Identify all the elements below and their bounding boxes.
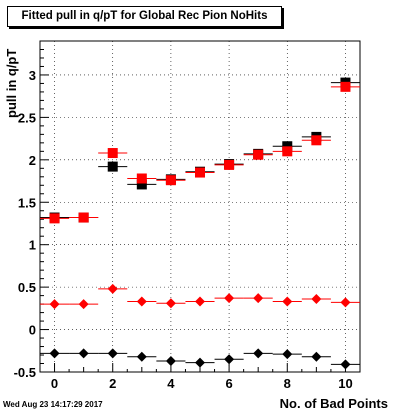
x-tick-label: 0 xyxy=(51,376,58,391)
data-point-diamond xyxy=(253,348,264,359)
data-point-diamond xyxy=(282,296,293,307)
data-point-square xyxy=(78,212,89,223)
data-point-square xyxy=(107,148,118,159)
data-point-diamond xyxy=(340,359,351,370)
data-point-square xyxy=(282,141,293,152)
data-point-diamond xyxy=(224,293,235,304)
data-point-diamond xyxy=(136,351,147,362)
data-point-square xyxy=(136,173,147,184)
data-point-square xyxy=(165,175,176,186)
data-point-square xyxy=(253,149,264,160)
data-point-square xyxy=(195,167,205,178)
data-point-diamond xyxy=(107,283,118,294)
data-point-square xyxy=(311,135,322,146)
y-tick-label: 2.5 xyxy=(18,110,36,125)
y-tick-label: 3 xyxy=(29,68,36,83)
data-point-diamond xyxy=(136,296,147,307)
x-tick-label: 10 xyxy=(338,376,352,391)
data-point-diamond xyxy=(340,297,351,308)
data-point-diamond xyxy=(253,293,264,304)
data-point-square xyxy=(49,213,60,224)
chart-title: Fitted pull in q/pT for Global Rec Pion … xyxy=(7,6,282,27)
data-point-square xyxy=(282,146,293,157)
x-tick-label: 2 xyxy=(109,376,116,391)
data-point-diamond xyxy=(165,298,176,309)
data-point-diamond xyxy=(107,348,118,359)
data-point-diamond xyxy=(311,351,322,362)
x-tick-label: 8 xyxy=(284,376,291,391)
data-point-square xyxy=(107,161,118,172)
y-tick-label: 0 xyxy=(29,323,36,338)
data-point-square xyxy=(340,81,351,92)
data-point-square xyxy=(224,159,235,170)
y-axis-label: pull in q/pT xyxy=(4,48,19,118)
data-point-diamond xyxy=(195,296,205,307)
y-tick-label: 0.5 xyxy=(18,280,36,295)
data-point-diamond xyxy=(49,348,60,359)
data-point-diamond xyxy=(224,354,235,365)
y-tick-label: 1.5 xyxy=(18,195,36,210)
y-tick-label: 1 xyxy=(29,238,36,253)
timestamp: Wed Aug 23 14:17:29 2017 xyxy=(3,400,103,409)
data-point-diamond xyxy=(311,294,322,305)
plot-frame xyxy=(39,40,361,373)
data-point-diamond xyxy=(78,348,89,359)
data-point-square xyxy=(136,179,147,190)
data-point-diamond xyxy=(282,349,293,360)
data-point-diamond xyxy=(165,355,176,366)
data-point-diamond xyxy=(78,299,89,310)
x-axis-label: No. of Bad Points xyxy=(279,396,388,411)
y-tick-label: 2 xyxy=(29,153,36,168)
data-point-diamond xyxy=(195,357,205,368)
x-tick-label: 6 xyxy=(225,376,232,391)
y-tick-label: -0.5 xyxy=(14,365,36,380)
x-tick-label: 4 xyxy=(167,376,175,391)
data-point-diamond xyxy=(49,299,60,310)
